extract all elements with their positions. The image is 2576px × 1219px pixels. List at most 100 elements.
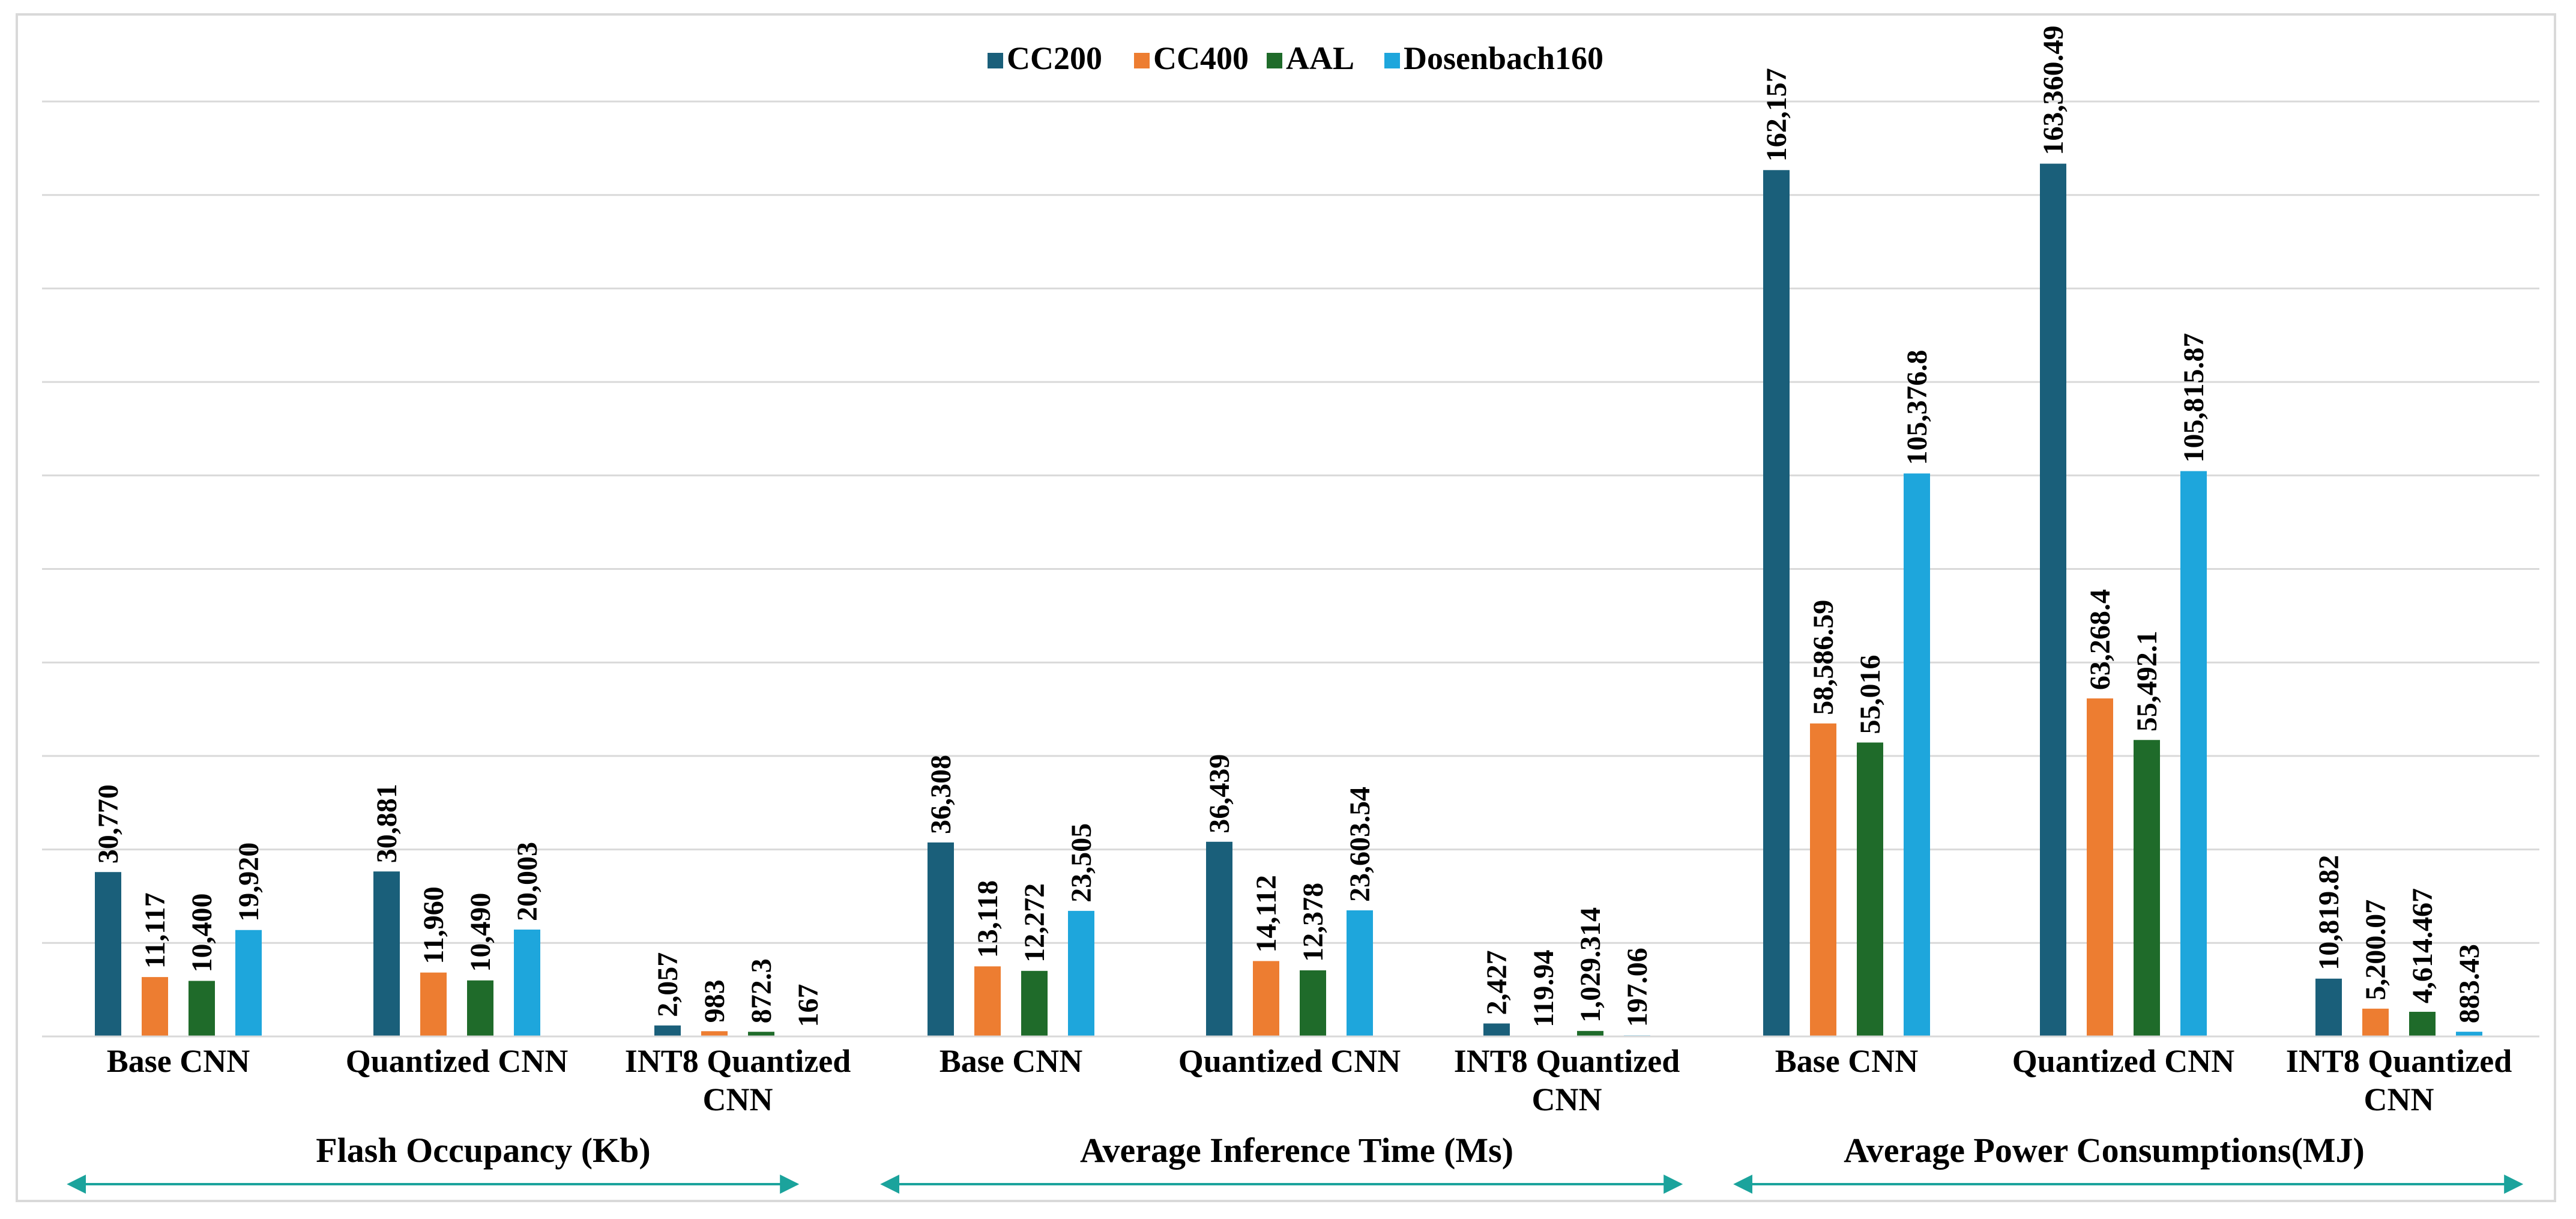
- bar-aal: [189, 981, 215, 1036]
- data-label: 119.94: [1528, 950, 1560, 1027]
- category-label: INT8 Quantized CNN: [1454, 1043, 1680, 1118]
- bar-dosenbach160: [1347, 910, 1373, 1036]
- category-label: Quantized CNN: [1178, 1043, 1401, 1079]
- bar-cc200: [654, 1025, 681, 1036]
- bar-cc400: [1810, 723, 1836, 1036]
- bar-dosenbach160: [514, 930, 540, 1036]
- data-label: 105,376.8: [1901, 349, 1933, 465]
- data-label: 162,157: [1761, 68, 1793, 162]
- data-label: 14,112: [1250, 875, 1282, 952]
- category-group: 36,308 13,118 12,272 23,505 Base CNN: [925, 755, 1097, 1079]
- bar-aal: [2409, 1011, 2436, 1036]
- category-label: Quantized CNN: [346, 1043, 569, 1079]
- bar-dosenbach160: [2180, 471, 2207, 1036]
- legend-swatch: [988, 53, 1003, 68]
- legend-item-dosenbach160: Dosenbach160: [1384, 40, 1603, 76]
- metric-group-label: Average Inference Time (Ms): [1080, 1131, 1513, 1170]
- bar-aal: [1857, 742, 1883, 1036]
- category-label: INT8 Quantized CNN: [2286, 1043, 2512, 1118]
- bar-cc400: [974, 966, 1001, 1036]
- bar-dosenbach160: [235, 930, 262, 1036]
- category-group: 30,881 11,960 10,490 20,003 Quantized CNN: [346, 784, 569, 1079]
- category-label: Base CNN: [1775, 1043, 1919, 1079]
- metric-group-label: Average Power Consumptions(MJ): [1844, 1131, 2365, 1170]
- data-label: 983: [699, 979, 731, 1023]
- data-label: 30,881: [371, 784, 403, 863]
- category-group: 162,157 58,586.59 55,016 105,376.8 Base CNN: [1761, 68, 1933, 1079]
- bar-cc200: [2040, 163, 2066, 1037]
- category-group: 163,360.49 63,268.4 55,492.1 105,815.87 Quan…: [2012, 26, 2235, 1079]
- data-label: 36,439: [1204, 754, 1235, 833]
- bar-aal: [1021, 970, 1048, 1036]
- data-label: 163,360.49: [2038, 26, 2069, 156]
- data-label: 12,272: [1019, 883, 1051, 963]
- data-label: 30,770: [92, 784, 124, 864]
- category-label: Quantized CNN: [2012, 1043, 2235, 1079]
- legend-item-cc200: CC200: [988, 40, 1102, 76]
- legend-swatch: [1267, 53, 1282, 68]
- category-label: Base CNN: [940, 1043, 1083, 1079]
- legend-label: AAL: [1286, 40, 1354, 76]
- metric-group-label: Flash Occupancy (Kb): [316, 1131, 651, 1170]
- bar-aal: [1300, 970, 1326, 1036]
- bar-cc200: [1483, 1023, 1510, 1036]
- data-label: 11,117: [139, 892, 171, 969]
- data-label: 1,029.314: [1575, 907, 1606, 1023]
- bar-cc200: [2315, 978, 2342, 1036]
- bar-cc400: [2362, 1008, 2389, 1036]
- metric-group: 36,308 13,118 12,272 23,505 Base CNN 36,439 14…: [880, 754, 1683, 1194]
- category-group: 30,770 11,117 10,400 19,920 Base CNN: [92, 784, 265, 1079]
- data-label: 197.06: [1621, 948, 1653, 1027]
- bar-dosenbach160: [2456, 1032, 2482, 1036]
- data-label: 20,003: [511, 842, 543, 921]
- data-label: 883.43: [2454, 944, 2485, 1023]
- gridlines: [42, 100, 2539, 1038]
- category-group: 2,427 119.94 1,029.314 197.06 INT8 Quantized…: [1454, 907, 1680, 1118]
- legend: CC200 CC400 AAL Dosenbach160: [988, 40, 1603, 76]
- legend-item-cc400: CC400: [1134, 40, 1249, 76]
- bar-dosenbach160: [1904, 473, 1930, 1036]
- category-group: 10,819.82 5,200.07 4,614.467 883.43 INT8 Qua…: [2286, 855, 2512, 1118]
- category-group: 36,439 14,112 12,378 23,603.54 Quantized CNN: [1178, 754, 1401, 1079]
- metric-group: 30,770 11,117 10,400 19,920 Base CNN 30,881 11…: [67, 784, 851, 1194]
- legend-swatch: [1134, 53, 1150, 68]
- bar-cc200: [95, 872, 121, 1036]
- bar-aal: [2134, 740, 2160, 1036]
- bar-cc200: [1763, 170, 1790, 1036]
- bar-dosenbach160: [1068, 910, 1094, 1036]
- data-label: 10,490: [465, 893, 496, 972]
- bar-aal: [748, 1032, 774, 1036]
- data-label: 2,427: [1481, 950, 1513, 1015]
- legend-label: CC200: [1007, 40, 1102, 76]
- data-label: 23,603.54: [1344, 787, 1376, 902]
- category-group: 2,057 983 872.3 167 INT8 Quantized CNN: [625, 952, 851, 1118]
- bar-cc400: [420, 972, 447, 1036]
- bar-cc200: [928, 842, 954, 1036]
- data-label: 63,268.4: [2084, 589, 2116, 690]
- data-label: 105,815.87: [2178, 333, 2210, 463]
- data-label: 11,960: [418, 886, 450, 964]
- data-label: 10,400: [186, 893, 218, 972]
- data-label: 23,505: [1066, 823, 1097, 903]
- bar-cc400: [1253, 961, 1279, 1036]
- data-label: 5,200.07: [2360, 900, 2392, 1000]
- legend-label: Dosenbach160: [1404, 40, 1603, 76]
- data-label: 4,614.467: [2407, 888, 2439, 1003]
- data-label: 13,118: [972, 880, 1004, 958]
- data-label: 167: [792, 984, 824, 1027]
- bar-cc200: [1206, 841, 1232, 1036]
- data-label: 2,057: [652, 952, 684, 1017]
- bar-aal: [1577, 1030, 1603, 1036]
- data-label: 12,378: [1297, 883, 1329, 962]
- legend-swatch: [1384, 53, 1400, 68]
- data-label: 36,308: [925, 755, 957, 834]
- bar-cc400: [2087, 698, 2113, 1036]
- data-label: 10,819.82: [2313, 855, 2345, 970]
- data-label: 55,492.1: [2131, 631, 2163, 731]
- category-label: INT8 Quantized CNN: [625, 1043, 851, 1118]
- data-label: 55,016: [1854, 655, 1886, 734]
- bar-aal: [467, 980, 493, 1036]
- category-label: Base CNN: [107, 1043, 250, 1079]
